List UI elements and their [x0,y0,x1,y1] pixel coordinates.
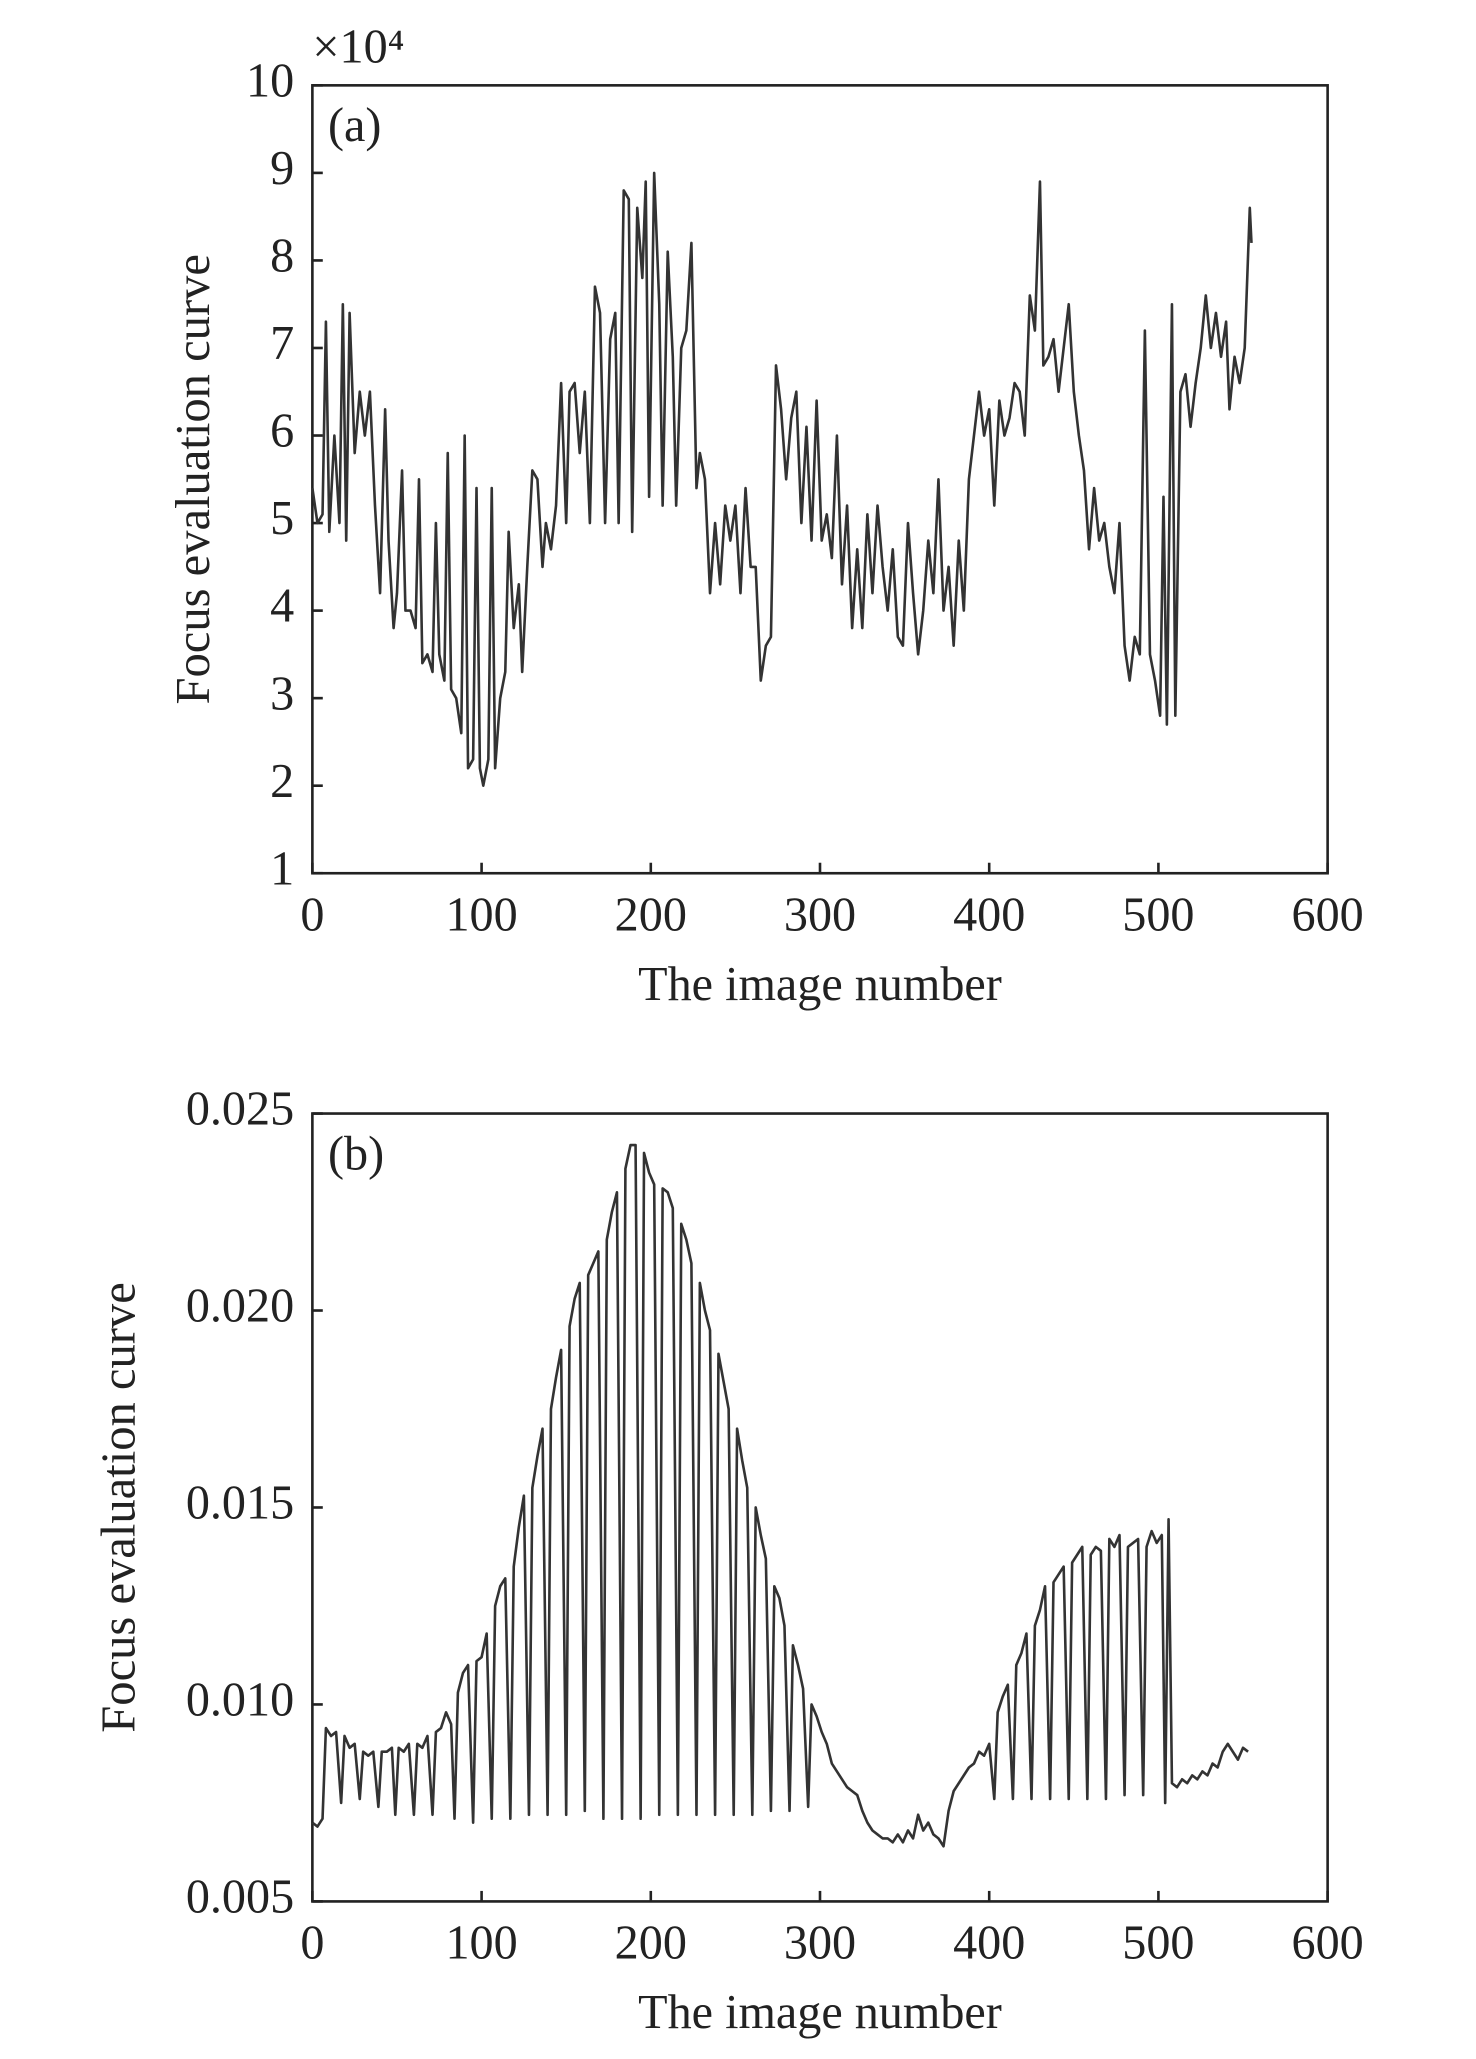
x-tick-label: 400 [953,1916,1025,1969]
y-axis-label: Focus evaluation curve [167,254,220,705]
x-tick-label: 500 [1122,888,1194,941]
y-tick-label: 3 [270,667,294,720]
x-axis-label: The image number [638,1986,1002,2039]
x-tick-label: 200 [615,888,687,941]
y-tick-label: 0.020 [186,1279,294,1332]
y-tick-label: 0.010 [186,1673,294,1726]
x-tick-label: 600 [1292,888,1364,941]
y-tick-label: 8 [270,229,294,282]
y-tick-label: 5 [270,492,294,545]
data-line [311,1143,1249,1848]
y-tick-label: 6 [270,404,294,457]
x-tick-label: 300 [784,1916,856,1969]
x-tick-label: 0 [300,888,324,941]
y-tick-label: 7 [270,317,294,370]
axis-multiplier: ×10⁴ [312,20,404,73]
y-tick-label: 0.025 [186,1082,294,1135]
x-tick-label: 0 [300,1916,324,1969]
x-tick-label: 100 [445,888,517,941]
y-tick-label: 9 [270,142,294,195]
x-tick-label: 100 [445,1916,517,1969]
y-axis-label: Focus evaluation curve [93,1282,146,1733]
data-line [311,171,1253,787]
panel-label: (a) [328,99,381,152]
x-tick-label: 500 [1122,1916,1194,1969]
x-tick-label: 200 [615,1916,687,1969]
y-tick-label: 0.015 [186,1476,294,1529]
y-tick-label: 1 [270,842,294,895]
y-tick-label: 2 [270,755,294,808]
x-tick-label: 600 [1292,1916,1364,1969]
y-tick-label: 0.005 [186,1870,294,1923]
x-tick-label: 300 [784,888,856,941]
y-tick-label: 10 [246,54,294,107]
y-tick-label: 4 [270,580,294,633]
x-tick-label: 400 [953,888,1025,941]
x-axis-label: The image number [638,958,1002,1011]
panel-label: (b) [328,1127,384,1180]
plot-frame [311,1112,1329,1903]
